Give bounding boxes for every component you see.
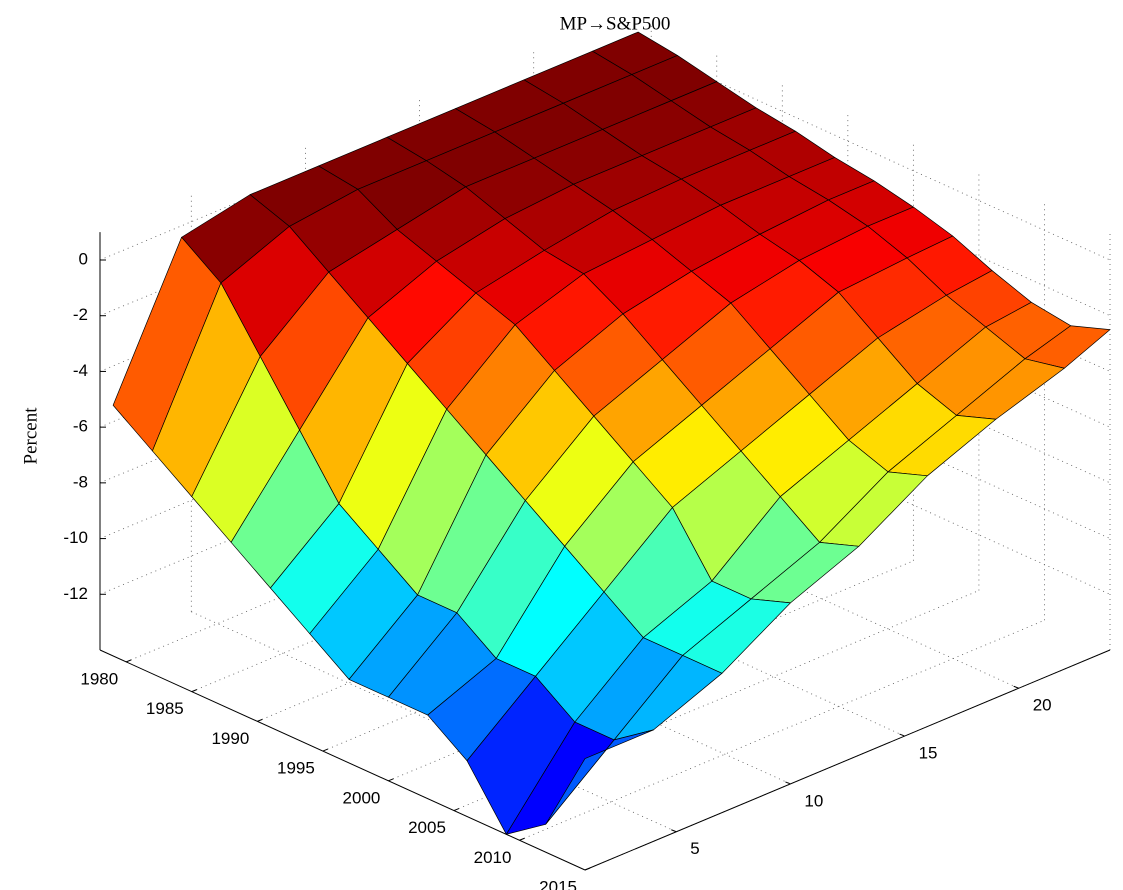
x-tick <box>257 718 263 722</box>
z-tick-label: -6 <box>73 417 88 436</box>
y-tick-label: 10 <box>804 791 823 810</box>
x-tick-label: 2000 <box>343 788 381 807</box>
z-tick-label: -8 <box>73 472 88 491</box>
y-tick <box>899 733 905 737</box>
x-axis <box>99 649 586 871</box>
x-tick-label: 1980 <box>80 669 118 688</box>
x-tick <box>519 837 525 841</box>
z-tick-label: -10 <box>63 528 88 547</box>
y-tick <box>671 829 677 833</box>
x-tick-label: 2015 <box>539 877 577 890</box>
y-tick-label: 15 <box>919 744 938 763</box>
y-tick <box>785 781 791 785</box>
z-tick-label: -4 <box>73 361 88 380</box>
x-tick-label: 1990 <box>211 729 249 748</box>
x-tick-label: 2010 <box>474 848 512 867</box>
x-tick <box>388 778 394 782</box>
y-axis <box>584 649 1111 871</box>
z-axis-label: Percent <box>20 407 41 465</box>
y-tick-label: 20 <box>1033 696 1052 715</box>
x-tick-label: 1995 <box>277 759 315 778</box>
x-tick <box>584 867 591 871</box>
x-tick-label: 1985 <box>146 699 184 718</box>
y-tick-label: 5 <box>690 839 699 858</box>
surface-patch <box>545 729 654 825</box>
x-tick <box>126 659 132 663</box>
z-tick-label: 0 <box>79 249 88 268</box>
x-tick <box>453 808 460 812</box>
y-tick <box>1013 685 1019 689</box>
chart-title: MP→S&P500 <box>560 13 671 34</box>
z-tick-label: -2 <box>73 305 88 324</box>
x-tick <box>322 748 329 752</box>
x-tick-label: 2005 <box>408 818 446 837</box>
z-tick-label: -12 <box>63 584 88 603</box>
x-tick <box>191 689 197 693</box>
